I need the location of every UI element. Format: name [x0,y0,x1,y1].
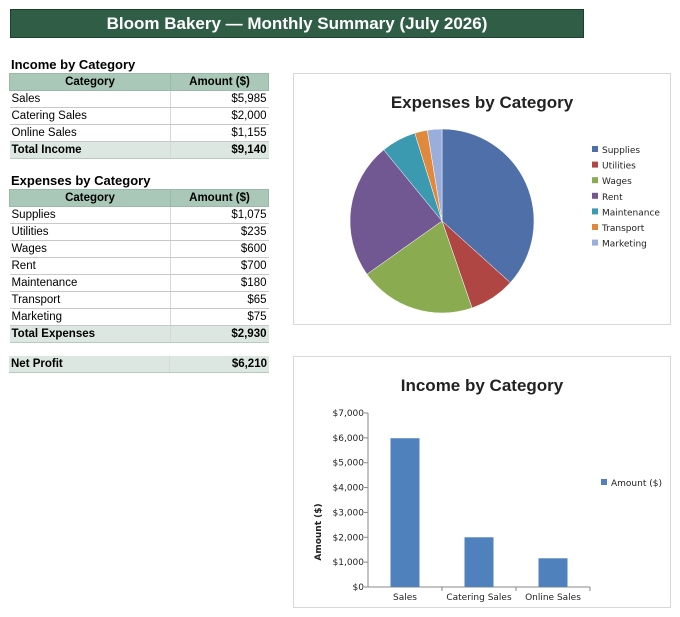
table-row[interactable]: Online Sales $1,155 [9,124,269,142]
legend-label-transport: Transport [601,224,645,234]
income-col-amount[interactable]: Amount ($) [170,73,269,91]
expenses-col-amount[interactable]: Amount ($) [170,189,269,207]
pie-slice-supplies[interactable] [441,128,535,284]
cell-amount[interactable]: $65 [170,291,269,309]
legend-label-marketing: Marketing [602,240,647,250]
legend-swatch-marketing [592,239,598,246]
y-tick-label: $6,000 [333,434,365,444]
pie-chart-svg: Expenses by Category Supplies Utilities Wa… [349,93,660,314]
expenses-table: Category Amount ($) Supplies $1,075 Util… [9,189,269,343]
expenses-pie-chart[interactable]: Expenses by Category Supplies Utilities Wa… [293,73,671,325]
table-row[interactable]: Catering Sales $2,000 [9,107,269,125]
bar-sales[interactable] [390,438,420,587]
page-title-banner: Bloom Bakery — Monthly Summary (July 202… [10,9,584,38]
cell-category[interactable]: Marketing [9,308,171,326]
table-row[interactable]: Maintenance $180 [9,274,269,292]
cell-amount[interactable]: $75 [170,308,269,326]
pie-chart-title: Expenses by Category [391,93,574,112]
legend-label-rent: Rent [602,193,623,203]
cell-category[interactable]: Utilities [9,223,171,241]
net-profit-row[interactable]: Net Profit $6,210 [9,356,269,373]
income-table: Category Amount ($) Sales $5,985 Caterin… [9,73,269,159]
y-tick-label: $7,000 [333,409,365,419]
total-expenses-value[interactable]: $2,930 [170,325,269,343]
total-income-label[interactable]: Total Income [9,141,171,159]
expenses-header-row: Category Amount ($) [9,189,269,207]
cell-amount[interactable]: $5,985 [170,90,269,108]
y-tick-label: $1,000 [333,558,365,568]
bar-y-axis-label: Amount ($) [314,503,324,560]
legend-label-supplies: Supplies [602,146,640,156]
x-tick-label: Catering Sales [446,593,512,603]
bar-chart-title: Income by Category [401,376,564,395]
cell-category[interactable]: Maintenance [9,274,171,292]
x-tick-label: Online Sales [525,593,581,603]
cell-amount[interactable]: $2,000 [170,107,269,125]
page-title: Bloom Bakery — Monthly Summary (July 202… [106,13,488,33]
y-tick-label: $0 [353,583,365,593]
expenses-col-category[interactable]: Category [9,189,171,207]
cell-category[interactable]: Transport [9,291,171,309]
net-profit-value[interactable]: $6,210 [169,356,269,373]
cell-category[interactable]: Online Sales [9,124,171,142]
x-tick-label: Sales [393,593,417,603]
expenses-section-title: Expenses by Category [11,173,151,188]
expenses-total-row[interactable]: Total Expenses $2,930 [9,325,269,343]
legend-swatch-utilities [592,161,598,168]
cell-category[interactable]: Sales [9,90,171,108]
cell-amount[interactable]: $1,155 [170,124,269,142]
bar-online-sales[interactable] [538,558,568,587]
cell-amount[interactable]: $235 [170,223,269,241]
table-row[interactable]: Sales $5,985 [9,90,269,108]
table-row[interactable]: Marketing $75 [9,308,269,326]
income-section-title: Income by Category [11,57,136,72]
cell-category[interactable]: Wages [9,240,171,258]
legend-swatch-wages [592,177,598,184]
y-tick-label: $5,000 [333,459,365,469]
table-row[interactable]: Rent $700 [9,257,269,275]
cell-amount[interactable]: $180 [170,274,269,292]
table-row[interactable]: Supplies $1,075 [9,206,269,224]
table-row[interactable]: Utilities $235 [9,223,269,241]
pie-slice-marketing[interactable] [426,128,443,222]
table-row[interactable]: Transport $65 [9,291,269,309]
cell-amount[interactable]: $700 [170,257,269,275]
legend-label-utilities: Utilities [602,162,636,172]
legend-swatch-rent [592,192,598,199]
bar-catering-sales[interactable] [464,537,494,587]
y-tick-label: $4,000 [333,484,365,494]
legend-swatch-transport [592,224,598,230]
cell-category[interactable]: Supplies [9,206,171,224]
legend-label-maintenance: Maintenance [602,208,660,218]
cell-amount[interactable]: $600 [170,240,269,258]
pie-slice-rent[interactable] [349,149,443,275]
cell-category[interactable]: Catering Sales [9,107,171,125]
net-profit-table: Net Profit $6,210 [9,356,269,373]
cell-amount[interactable]: $1,075 [170,206,269,224]
net-profit-label[interactable]: Net Profit [9,356,170,373]
bar-legend-label: Amount ($) [611,479,662,489]
total-expenses-label[interactable]: Total Expenses [9,325,171,343]
legend-label-wages: Wages [602,177,632,187]
income-bar-chart[interactable]: Income by Category Amount ($) $0 $1,000 $2… [293,356,671,608]
legend-swatch-supplies [592,146,598,152]
y-tick-label: $2,000 [333,533,365,543]
pie-slice-wages[interactable] [366,220,473,314]
bar-legend-swatch [601,479,607,485]
income-header-row: Category Amount ($) [9,73,269,91]
total-income-value[interactable]: $9,140 [170,141,269,159]
income-total-row[interactable]: Total Income $9,140 [9,141,269,159]
y-tick-label: $3,000 [333,508,365,518]
legend-swatch-maintenance [592,208,598,215]
bar-chart-svg: Income by Category Amount ($) $0 $1,000 $2… [314,376,662,603]
table-row[interactable]: Wages $600 [9,240,269,258]
income-col-category[interactable]: Category [9,73,171,91]
cell-category[interactable]: Rent [9,257,171,275]
